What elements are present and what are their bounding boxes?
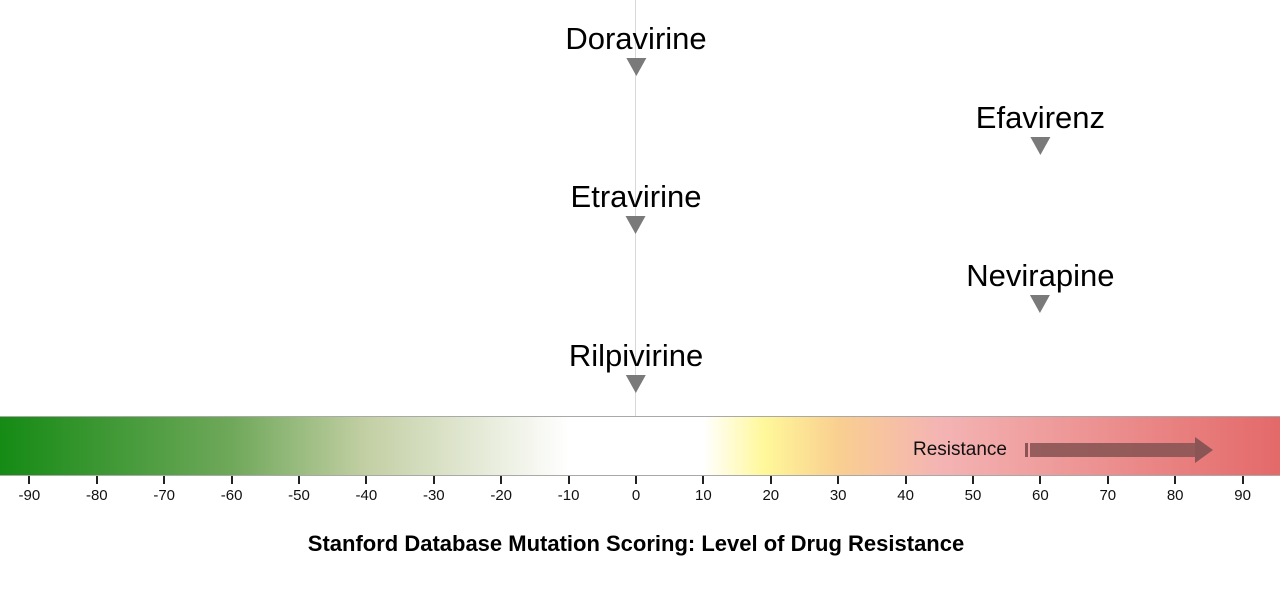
x-tick-label: 90 [1234,487,1251,504]
x-tick [972,476,974,484]
x-tick-label: -50 [288,487,310,504]
arrow-right-icon [1025,437,1213,463]
x-tick [837,476,840,484]
x-tick-label: -20 [490,487,513,504]
triangle-down-icon [1030,137,1051,155]
x-tick-label: 30 [829,487,847,504]
triangle-down-icon [626,216,646,234]
x-tick-label: -10 [557,487,580,504]
drug-label: Doravirine [565,21,707,56]
drug-label: Efavirenz [975,100,1106,135]
x-tick [163,476,166,484]
x-tick-label: 60 [1032,487,1049,504]
x-tick-label: 20 [762,487,780,504]
x-tick-label: 50 [964,487,982,504]
x-tick-label: -90 [18,487,41,504]
drug-label: Etravirine [570,179,702,214]
drug-marker-efavirenz: Efavirenz [976,101,1105,155]
x-tick-label: 80 [1166,487,1184,504]
x-tick [702,476,705,484]
x-tick [635,476,637,484]
x-tick-label: -30 [422,487,445,504]
x-tick-label: 70 [1099,487,1117,504]
drug-marker-nevirapine: Nevirapine [966,259,1114,313]
x-tick [1174,476,1177,484]
x-tick [500,476,503,484]
x-tick [769,476,772,484]
drug-marker-rilpivirine: Rilpivirine [569,339,703,393]
chart-title: Stanford Database Mutation Scoring: Leve… [307,531,965,556]
x-tick-label: 0 [631,487,641,504]
x-tick [1039,476,1042,484]
x-tick [28,476,31,484]
x-tick [1106,476,1109,484]
x-tick-label: -40 [355,487,378,504]
x-tick-label: -70 [153,487,176,504]
x-tick [904,476,907,484]
x-tick-label: 10 [695,487,712,504]
drug-marker-doravirine: Doravirine [565,21,707,76]
x-tick-label: -80 [85,487,108,504]
x-tick [1241,476,1244,484]
x-tick [95,476,98,484]
x-tick-label: -60 [220,487,243,504]
triangle-down-icon [626,375,646,393]
drug-label: Nevirapine [966,258,1115,293]
zero-reference-line [635,0,636,416]
resistance-label: Resistance [913,439,1007,460]
drug-label: Rilpivirine [568,338,704,373]
x-tick [365,476,368,484]
x-tick [230,476,233,484]
x-tick [432,476,435,484]
triangle-down-icon [1030,295,1051,313]
x-tick [298,476,300,484]
drug-marker-etravirine: Etravirine [570,179,702,234]
x-tick [567,476,570,484]
x-tick-label: 40 [897,487,914,504]
triangle-down-icon [626,58,646,76]
